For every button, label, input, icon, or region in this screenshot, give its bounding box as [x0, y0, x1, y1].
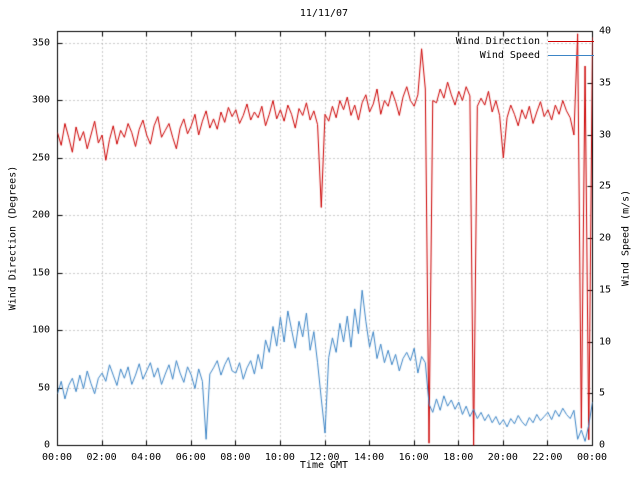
y-left-tick-label: 50: [37, 382, 50, 393]
y-left-tick-label: 200: [31, 209, 50, 221]
y-left-tick-label: 150: [31, 267, 50, 278]
legend-line-sample-wind-speed: [548, 55, 594, 56]
y-right-tick-label: 35: [599, 77, 612, 89]
y-left-tick-label: 250: [31, 152, 50, 163]
x-tick-label: 02:00: [86, 452, 117, 463]
y-right-tick-label: 40: [599, 25, 612, 37]
y-right-tick-label: 20: [599, 232, 612, 244]
legend-label-wind-speed: Wind Speed: [479, 50, 540, 61]
x-tick-label: 00:00: [576, 452, 608, 463]
legend-item-wind-speed: Wind Speed: [456, 50, 594, 61]
x-tick-label: 12:00: [309, 452, 340, 463]
y-left-tick-label: 0: [43, 439, 50, 451]
x-tick-label: 06:00: [175, 452, 206, 463]
y-left-tick-label: 100: [31, 324, 50, 336]
x-tick-label: 20:00: [487, 452, 518, 463]
chart-title: 11/11/07: [299, 8, 349, 19]
x-tick-label: 16:00: [398, 452, 429, 463]
y-left-tick-label: 350: [31, 37, 50, 48]
x-tick-label: 18:00: [443, 452, 474, 463]
y-axis-label-right: Wind Speed (m/s): [620, 189, 632, 287]
y-left-tick-label: 300: [31, 94, 50, 106]
y-right-tick-label: 10: [599, 336, 612, 347]
y-right-tick-label: 25: [599, 180, 612, 192]
y-axis-label-left: Wind Direction (Degrees): [7, 165, 19, 311]
x-tick-label: 22:00: [532, 452, 563, 463]
x-tick-label: 00:00: [41, 452, 73, 463]
y-right-tick-label: 5: [599, 387, 606, 399]
x-axis-label: Time GMT: [299, 460, 349, 471]
x-tick-label: 14:00: [354, 452, 385, 463]
y-right-tick-label: 0: [599, 439, 606, 451]
legend: Wind Direction Wind Speed: [456, 36, 594, 61]
x-tick-label: 08:00: [220, 452, 251, 463]
y-right-tick-label: 30: [599, 129, 612, 140]
legend-label-wind-direction: Wind Direction: [455, 36, 540, 47]
legend-line-sample-wind-direction: [548, 41, 594, 42]
y-right-tick-label: 15: [599, 284, 612, 296]
x-tick-label: 04:00: [131, 452, 162, 463]
legend-item-wind-direction: Wind Direction: [456, 36, 594, 47]
x-tick-label: 10:00: [264, 452, 295, 463]
